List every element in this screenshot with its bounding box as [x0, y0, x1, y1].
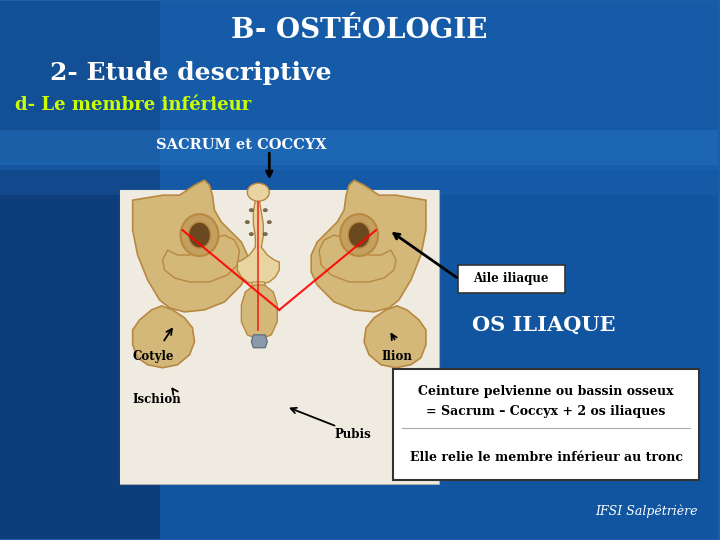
Polygon shape — [311, 180, 426, 312]
Polygon shape — [0, 130, 718, 165]
FancyBboxPatch shape — [458, 265, 564, 293]
Polygon shape — [251, 335, 267, 348]
Ellipse shape — [181, 214, 218, 256]
Ellipse shape — [248, 183, 269, 201]
Polygon shape — [319, 235, 396, 282]
Polygon shape — [163, 235, 239, 282]
Polygon shape — [120, 190, 439, 484]
Text: Aile iliaque: Aile iliaque — [474, 273, 549, 286]
Polygon shape — [0, 1, 160, 539]
Ellipse shape — [267, 220, 271, 224]
Text: Cotyle: Cotyle — [132, 350, 174, 363]
Text: Ischion: Ischion — [132, 393, 181, 406]
Polygon shape — [238, 200, 279, 284]
Text: Pubis: Pubis — [334, 428, 371, 441]
Ellipse shape — [263, 232, 268, 236]
Ellipse shape — [249, 232, 254, 236]
Polygon shape — [0, 163, 718, 195]
Polygon shape — [132, 306, 194, 368]
Polygon shape — [364, 306, 426, 368]
Text: = Sacrum – Coccyx + 2 os iliaques: = Sacrum – Coccyx + 2 os iliaques — [426, 405, 666, 418]
Text: Ceinture pelvienne ou bassin osseux: Ceinture pelvienne ou bassin osseux — [418, 385, 674, 398]
Ellipse shape — [189, 222, 210, 248]
Polygon shape — [120, 190, 439, 484]
Text: IFSI Salpêtrière: IFSI Salpêtrière — [595, 504, 698, 518]
Ellipse shape — [263, 208, 268, 212]
Text: Elle relie le membre inférieur au tronc: Elle relie le membre inférieur au tronc — [410, 451, 683, 464]
Text: d- Le membre inférieur: d- Le membre inférieur — [15, 97, 251, 114]
Ellipse shape — [340, 214, 378, 256]
Text: B- OSTÉOLOGIE: B- OSTÉOLOGIE — [231, 17, 487, 44]
Ellipse shape — [249, 208, 254, 212]
Text: OS ILIAQUE: OS ILIAQUE — [472, 315, 616, 335]
Ellipse shape — [348, 222, 370, 248]
FancyBboxPatch shape — [393, 369, 699, 481]
Polygon shape — [241, 285, 277, 340]
Polygon shape — [251, 282, 267, 325]
Polygon shape — [132, 180, 248, 312]
Text: SACRUM et COCCYX: SACRUM et COCCYX — [156, 138, 327, 152]
Text: Ilion: Ilion — [381, 350, 412, 363]
Polygon shape — [0, 1, 718, 170]
Ellipse shape — [245, 220, 250, 224]
Text: 2- Etude descriptive: 2- Etude descriptive — [50, 60, 331, 85]
